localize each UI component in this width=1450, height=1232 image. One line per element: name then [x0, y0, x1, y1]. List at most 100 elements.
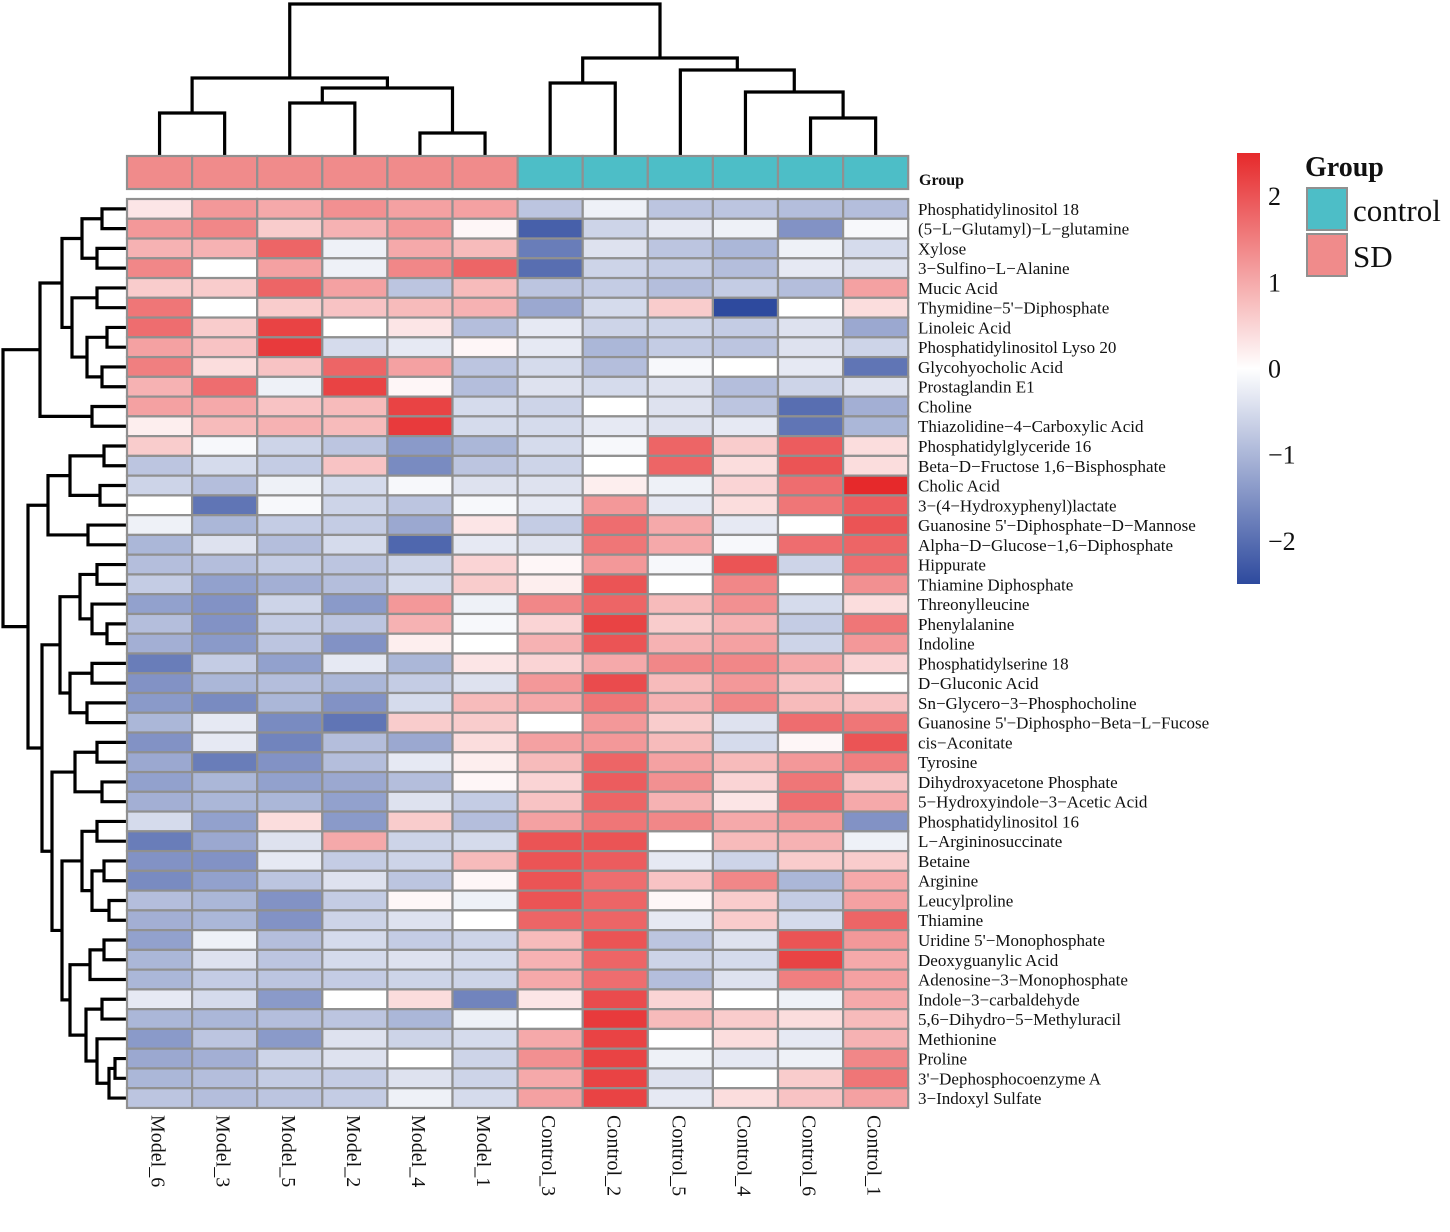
- heatmap-cell: [256, 415, 324, 438]
- column-label: Control_4: [732, 1115, 754, 1196]
- group-annotation-cell: [646, 154, 714, 191]
- heatmap-cell: [711, 711, 780, 734]
- heatmap-cell: [386, 197, 454, 220]
- heatmap-cell: [321, 849, 389, 872]
- heatmap-cell: [386, 1047, 454, 1070]
- heatmap-cell: [711, 474, 780, 497]
- row-label: 3−Indoxyl Sulfate: [918, 1089, 1041, 1108]
- row-label: Linoleic Acid: [918, 318, 1012, 337]
- heatmap-cell: [386, 869, 454, 892]
- heatmap-cell: [516, 217, 584, 240]
- heatmap-cell: [516, 415, 584, 438]
- heatmap-cell: [646, 435, 714, 457]
- heatmap-cell: [581, 336, 649, 359]
- heatmap-cell: [841, 711, 910, 734]
- heatmap-cell: [386, 237, 454, 260]
- heatmap-cell: [841, 336, 910, 359]
- heatmap-cell: [516, 276, 584, 299]
- heatmap-cell: [386, 553, 454, 576]
- heatmap-cell: [321, 948, 389, 971]
- heatmap-cell: [256, 988, 324, 1011]
- heatmap-cell: [646, 1087, 714, 1110]
- heatmap-cell: [256, 573, 324, 596]
- heatmap-cell: [191, 1027, 259, 1050]
- column-labels: Model_6 Model_3 Model_5 Model_2 Model_4 Model…: [147, 1115, 885, 1196]
- row-label: Adenosine−3−Monophosphate: [918, 971, 1128, 990]
- row-label: Methionine: [918, 1030, 996, 1049]
- heatmap-cell: [386, 711, 454, 734]
- heatmap-cell: [256, 691, 324, 714]
- heatmap-cell: [125, 435, 194, 457]
- heatmap-cell: [386, 276, 454, 299]
- heatmap-cell: [125, 968, 194, 991]
- heatmap-cell: [321, 257, 389, 280]
- heatmap-cell: [451, 1047, 519, 1070]
- heatmap-cell: [516, 593, 584, 616]
- heatmap-cell: [191, 790, 259, 813]
- heatmap-cell: [581, 869, 649, 892]
- heatmap-cell: [321, 810, 389, 833]
- heatmap-cell: [776, 948, 845, 971]
- heatmap-cell: [451, 355, 519, 378]
- heatmap-cell: [711, 1087, 780, 1110]
- row-label: Thiazolidine−4−Carboxylic Acid: [918, 417, 1144, 436]
- heatmap-cell: [386, 849, 454, 872]
- column-label: Control_3: [537, 1115, 559, 1196]
- heatmap-cell: [516, 1008, 584, 1031]
- row-dendrogram-branch: [86, 523, 127, 547]
- row-dendrogram-branch: [107, 1066, 127, 1100]
- heatmap-cell: [256, 968, 324, 991]
- heatmap-cell: [841, 770, 910, 793]
- heatmap-cell: [581, 296, 649, 319]
- heatmap-cell: [256, 237, 324, 260]
- heatmap-cell: [711, 691, 780, 714]
- heatmap-cell: [321, 533, 389, 556]
- heatmap-cell: [841, 909, 910, 932]
- heatmap-cell: [516, 1067, 584, 1090]
- heatmap-cell: [125, 731, 194, 754]
- heatmap-cell: [386, 296, 454, 319]
- heatmap-cell: [125, 751, 194, 774]
- row-label: D−Gluconic Acid: [918, 674, 1039, 693]
- heatmap-cell: [256, 790, 324, 813]
- row-dendrogram-branch: [95, 246, 127, 270]
- heatmap-cell: [125, 632, 194, 655]
- heatmap-cell: [451, 197, 519, 220]
- heatmap-cell: [581, 790, 649, 813]
- heatmap-cell: [646, 751, 714, 774]
- row-dendrogram-branch: [105, 325, 127, 349]
- heatmap-cell: [386, 415, 454, 438]
- heatmap-cell: [776, 533, 845, 556]
- heatmap-cell: [451, 573, 519, 596]
- heatmap-cell: [125, 672, 194, 695]
- heatmap-cell: [516, 909, 584, 932]
- heatmap-cell: [191, 1067, 259, 1090]
- heatmap-cell: [191, 257, 259, 280]
- heatmap-cell: [191, 869, 259, 892]
- heatmap-cell: [776, 830, 845, 853]
- heatmap-cell: [191, 751, 259, 774]
- heatmap-cell: [451, 1027, 519, 1050]
- heatmap-cell: [776, 1067, 845, 1090]
- heatmap-cell: [386, 988, 454, 1011]
- heatmap-cell: [581, 435, 649, 457]
- row-label: L−Argininosuccinate: [918, 832, 1062, 851]
- heatmap-cell: [386, 929, 454, 951]
- heatmap-cell: [321, 869, 389, 892]
- heatmap-cell: [646, 237, 714, 260]
- heatmap-cell: [451, 1067, 519, 1090]
- heatmap-cell: [451, 751, 519, 774]
- heatmap-cell: [711, 1008, 780, 1031]
- heatmap-cell: [776, 514, 845, 537]
- heatmap-cell: [516, 316, 584, 339]
- heatmap-cell: [256, 217, 324, 240]
- heatmap-cell: [125, 810, 194, 833]
- heatmap-cell: [386, 770, 454, 793]
- heatmap-cell: [451, 830, 519, 853]
- legend-swatch: [1306, 233, 1348, 277]
- row-dendrogram-branch: [107, 898, 127, 922]
- heatmap-cell: [321, 1008, 389, 1031]
- heatmap-cell: [711, 593, 780, 616]
- heatmap-cell: [711, 375, 780, 398]
- row-label: Glycohyocholic Acid: [918, 358, 1063, 377]
